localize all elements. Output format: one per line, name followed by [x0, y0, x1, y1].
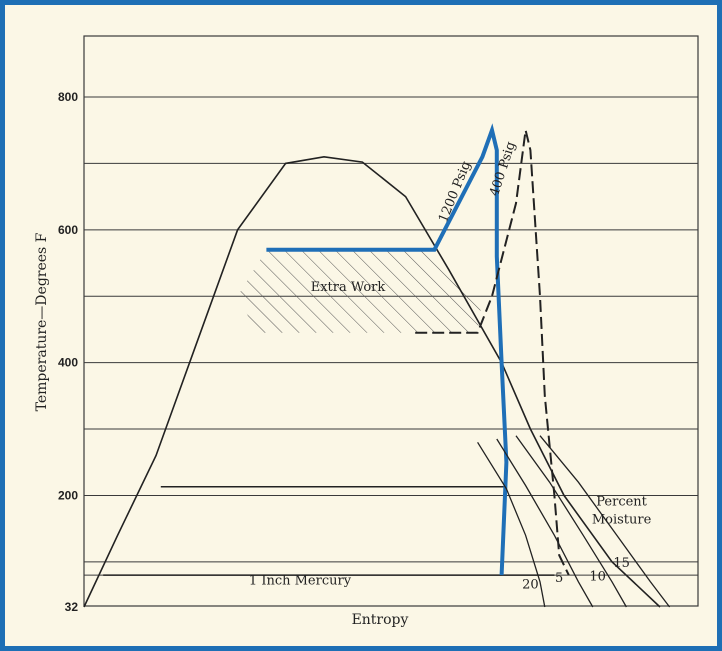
y-axis-label: Temperature—Degrees F — [34, 232, 50, 411]
bottom-line-label: 1 Inch Mercury — [249, 573, 352, 588]
y-tick-label: 32 — [65, 600, 79, 614]
annotation-label: 5 — [555, 571, 563, 586]
annotation-label: Moisture — [592, 512, 652, 527]
moisture-line-5 — [539, 435, 671, 608]
x-axis-label: Entropy — [352, 612, 409, 628]
moisture-line-20 — [477, 441, 546, 608]
cycle-1200-psig-line — [266, 123, 509, 576]
plot-area — [83, 35, 699, 607]
annotation-label: 10 — [589, 569, 606, 584]
y-tick-label: 800 — [58, 90, 78, 104]
annotation-label: 400 Psig — [487, 140, 519, 198]
annotation-label: 20 — [522, 577, 539, 592]
moisture-line-15 — [496, 438, 594, 608]
annotation-label: Extra Work — [311, 280, 386, 295]
moisture-line-10 — [515, 435, 627, 608]
y-tick-label: 600 — [58, 223, 78, 237]
extra-work-region — [237, 249, 483, 333]
annotation-label: Percent — [596, 494, 647, 509]
annotation-label: 15 — [613, 556, 630, 571]
cycle-400-psig-line — [415, 129, 570, 576]
y-tick-label: 400 — [58, 356, 78, 370]
saturation-dome-line — [83, 155, 661, 608]
annotation-label: 1200 Psig — [436, 159, 474, 225]
y-tick-label: 200 — [58, 488, 78, 502]
